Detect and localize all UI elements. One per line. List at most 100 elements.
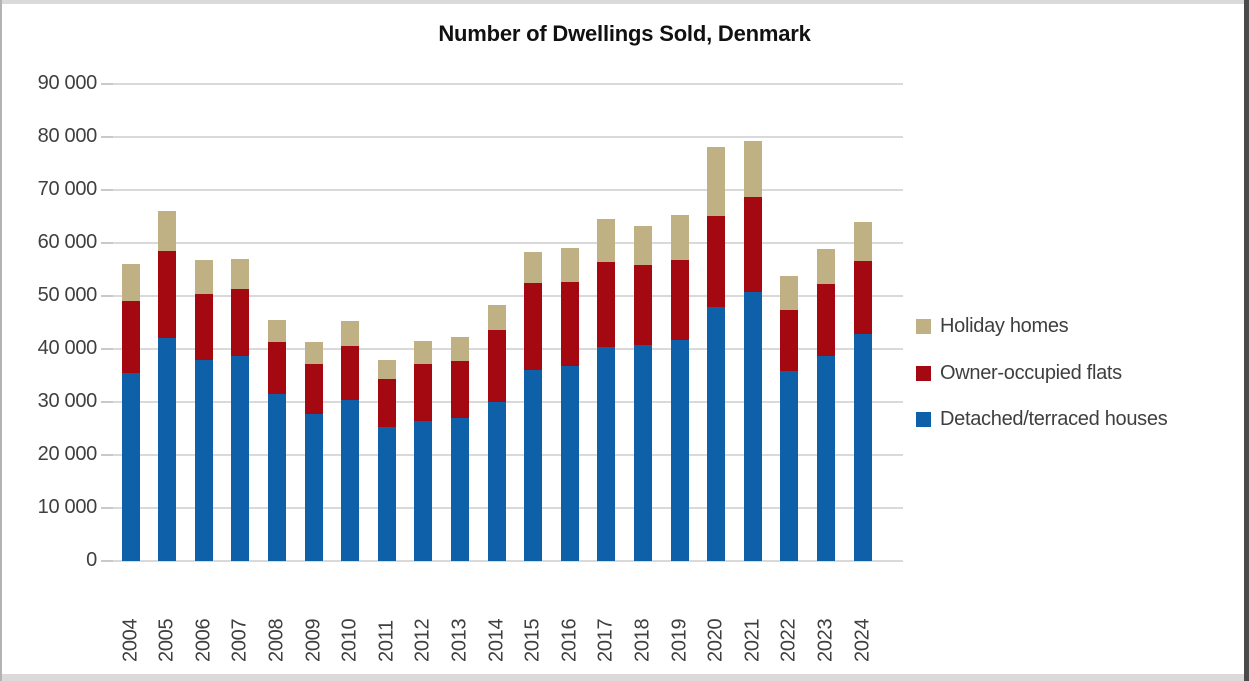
- bar-segment-detached-terraced-houses: [670, 339, 689, 561]
- bar-segment-detached-terraced-houses: [121, 372, 140, 561]
- bar-2020: [707, 146, 726, 561]
- x-axis-label: 2024: [851, 618, 873, 662]
- frame-border-top: [0, 0, 1249, 4]
- bar-segment-owner-occupied-flats: [707, 216, 726, 307]
- bar-2017: [597, 219, 616, 561]
- legend-item-owner-occupied-flats: Owner-occupied flats: [916, 361, 1122, 385]
- y-axis-label: 70 000: [37, 178, 98, 200]
- bar-2022: [780, 276, 799, 561]
- bar-segment-holiday-homes: [121, 264, 140, 302]
- bar-segment-owner-occupied-flats: [487, 329, 506, 402]
- gridline: [113, 401, 903, 403]
- y-axis-tick: [101, 454, 113, 456]
- bar-segment-owner-occupied-flats: [633, 265, 652, 345]
- bar-segment-detached-terraced-houses: [560, 366, 579, 561]
- bar-segment-detached-terraced-houses: [341, 399, 360, 561]
- y-axis-label: 50 000: [37, 284, 98, 306]
- bar-2010: [341, 320, 360, 561]
- x-axis-label: 2008: [265, 618, 288, 662]
- y-axis-tick: [101, 242, 113, 244]
- legend-label: Holiday homes: [940, 314, 1069, 337]
- bar-segment-holiday-homes: [743, 140, 762, 198]
- bar-2013: [450, 336, 469, 561]
- y-axis-tick: [101, 560, 113, 562]
- x-axis-label: 2006: [192, 618, 215, 662]
- x-axis-label: 2016: [558, 618, 581, 662]
- bar-segment-detached-terraced-houses: [267, 394, 286, 561]
- bar-segment-detached-terraced-houses: [304, 413, 323, 561]
- x-axis-label: 2014: [485, 618, 507, 662]
- bar-segment-detached-terraced-houses: [414, 421, 433, 561]
- bar-segment-detached-terraced-houses: [377, 427, 396, 561]
- legend-label: Owner-occupied flats: [940, 361, 1122, 384]
- bar-segment-holiday-homes: [158, 210, 177, 251]
- bar-2012: [414, 340, 433, 561]
- x-axis-label: 2004: [119, 618, 141, 662]
- x-axis-label: 2017: [594, 618, 617, 662]
- bar-segment-owner-occupied-flats: [670, 260, 689, 340]
- bar-segment-detached-terraced-houses: [487, 401, 506, 561]
- bar-segment-detached-terraced-houses: [707, 306, 726, 561]
- bar-segment-holiday-homes: [194, 260, 213, 295]
- x-axis-label: 2007: [228, 618, 251, 662]
- y-axis-tick: [101, 83, 113, 85]
- bar-segment-detached-terraced-houses: [780, 370, 799, 561]
- bar-segment-detached-terraced-houses: [743, 292, 762, 561]
- y-axis-tick: [101, 348, 113, 350]
- bar-segment-holiday-homes: [341, 320, 360, 346]
- bar-segment-holiday-homes: [780, 276, 799, 310]
- bar-segment-holiday-homes: [524, 252, 543, 284]
- bar-segment-owner-occupied-flats: [121, 301, 140, 373]
- legend-swatch-icon: [916, 411, 931, 427]
- legend-swatch-icon: [916, 365, 931, 381]
- x-axis-line: [113, 560, 903, 562]
- bar-segment-owner-occupied-flats: [560, 282, 579, 367]
- gridline: [113, 83, 903, 85]
- bar-segment-holiday-homes: [560, 248, 579, 283]
- bar-segment-owner-occupied-flats: [231, 289, 250, 356]
- bar-2011: [377, 359, 396, 561]
- bar-segment-owner-occupied-flats: [816, 284, 835, 357]
- legend-swatch-icon: [916, 318, 931, 334]
- legend-item-detached-terraced-houses: Detached/terraced houses: [916, 407, 1168, 431]
- bar-segment-owner-occupied-flats: [304, 364, 323, 414]
- bar-segment-holiday-homes: [377, 359, 396, 379]
- bar-segment-detached-terraced-houses: [597, 346, 616, 561]
- legend-label: Detached/terraced houses: [940, 407, 1168, 430]
- gridline: [113, 348, 903, 350]
- gridline: [113, 189, 903, 191]
- gridline: [113, 295, 903, 297]
- bar-segment-detached-terraced-houses: [194, 359, 213, 561]
- bar-segment-detached-terraced-houses: [524, 369, 543, 561]
- bar-segment-owner-occupied-flats: [853, 261, 872, 334]
- bar-segment-owner-occupied-flats: [743, 197, 762, 293]
- bar-segment-owner-occupied-flats: [414, 363, 433, 422]
- frame-border-right: [1244, 0, 1249, 681]
- bar-segment-detached-terraced-houses: [158, 338, 177, 561]
- bar-2008: [267, 319, 286, 561]
- bar-segment-holiday-homes: [267, 319, 286, 342]
- x-axis-label: 2022: [777, 618, 800, 662]
- bar-segment-owner-occupied-flats: [158, 250, 177, 339]
- x-axis-label: 2015: [521, 618, 544, 662]
- bar-2024: [853, 222, 872, 561]
- y-axis-label: 60 000: [37, 231, 98, 253]
- bar-2014: [487, 305, 506, 561]
- y-axis-label: 30 000: [37, 390, 98, 412]
- y-axis-label: 10 000: [37, 496, 98, 518]
- bar-segment-holiday-homes: [633, 226, 652, 266]
- bar-segment-holiday-homes: [816, 249, 835, 285]
- bar-segment-detached-terraced-houses: [450, 418, 469, 561]
- y-axis-tick: [101, 189, 113, 191]
- y-axis-label: 0: [86, 549, 97, 571]
- x-axis-label: 2010: [338, 618, 361, 662]
- x-axis-label: 2005: [155, 618, 178, 662]
- y-axis-label: 40 000: [37, 337, 98, 359]
- bar-2015: [524, 252, 543, 561]
- bar-2009: [304, 342, 323, 561]
- bar-segment-holiday-homes: [231, 258, 250, 290]
- frame-border-left: [0, 0, 2, 681]
- bar-segment-holiday-homes: [597, 219, 616, 262]
- bar-segment-holiday-homes: [414, 340, 433, 364]
